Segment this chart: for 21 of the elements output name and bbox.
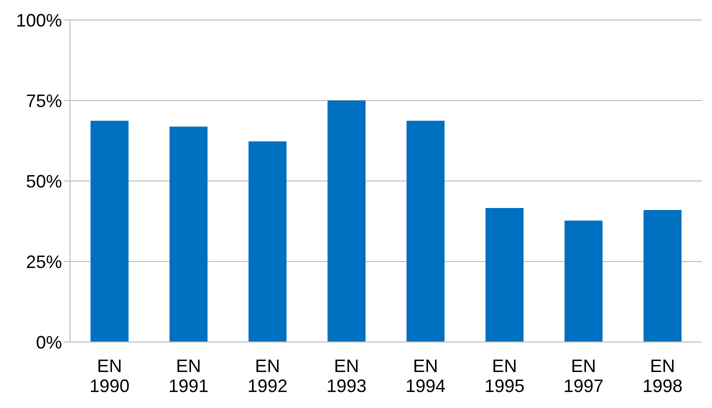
bar	[564, 220, 603, 342]
y-tick-label: 100%	[16, 10, 62, 30]
y-tick-label: 50%	[26, 171, 62, 192]
x-tick-label: EN 1995	[484, 356, 525, 396]
bar	[248, 141, 287, 342]
bar	[486, 208, 524, 342]
bar	[90, 120, 129, 342]
x-tick-label: EN 1997	[563, 356, 604, 396]
x-tick-label: EN 1991	[168, 356, 209, 396]
y-tick-label: 75%	[26, 90, 62, 111]
y-tick-label: 0%	[36, 332, 62, 352]
x-tick-label: EN 1994	[405, 356, 446, 396]
bar	[644, 210, 682, 342]
x-tick-label: EN 1992	[247, 356, 288, 396]
bar	[406, 120, 445, 342]
x-tick-label: EN 1990	[89, 356, 130, 396]
x-tick-label: EN 1998	[642, 356, 683, 396]
x-tick-label: EN 1993	[326, 356, 367, 396]
bar	[170, 126, 208, 342]
y-tick-label: 25%	[26, 252, 62, 272]
bar	[328, 100, 366, 342]
